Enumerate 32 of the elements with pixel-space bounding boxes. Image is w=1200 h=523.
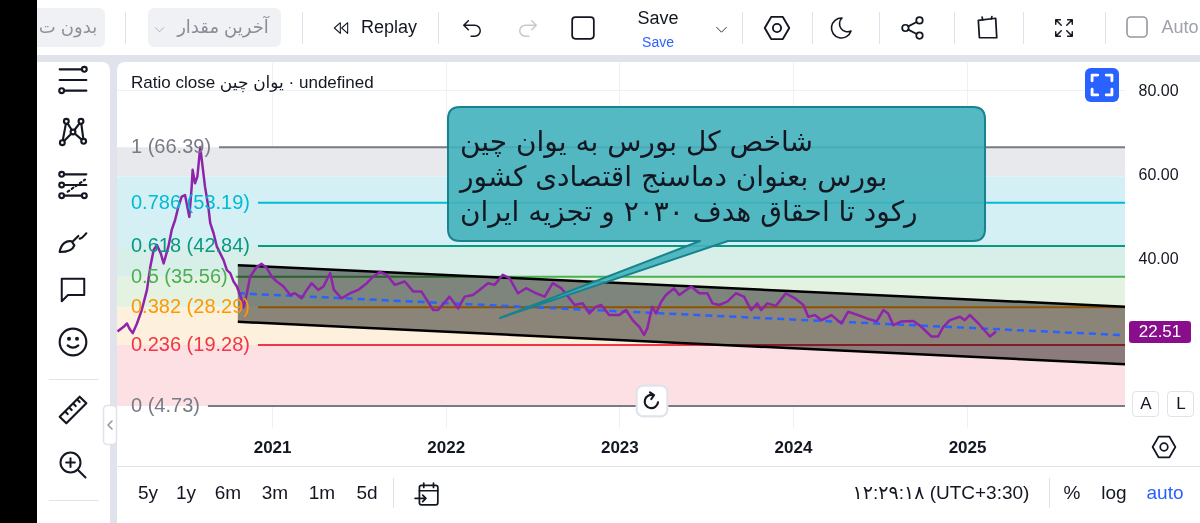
text: Save: [637, 7, 679, 29]
text: A: [1140, 394, 1152, 414]
ref-line-label: 1 (66.39): [131, 135, 212, 158]
text: L: [1176, 394, 1186, 414]
text: Replay: [360, 16, 418, 38]
text: auto: [1146, 482, 1184, 504]
y-tick-label: 80.00: [1138, 81, 1179, 99]
text: 3m: [261, 482, 289, 504]
text: 1y: [175, 482, 197, 504]
text: 22.51: [1138, 322, 1182, 342]
text: ۱۲:۲۹:۱۸ (UTC+3:30): [852, 482, 1030, 504]
text: 1m: [308, 482, 336, 504]
x-tick-label: 2022: [427, 437, 466, 457]
y-tick-label: 60.00: [1138, 165, 1179, 183]
x-tick-label: 2025: [948, 437, 987, 457]
x-tick-label: 2023: [600, 437, 639, 457]
text: log: [1101, 482, 1127, 504]
text: بدون ت: [38, 16, 98, 38]
text: 5y: [137, 482, 159, 504]
text: آخرین مقدار: [177, 16, 269, 38]
text: Save: [642, 33, 674, 51]
ref-line-label: 0 (4.73): [131, 394, 200, 417]
text: 5d: [356, 482, 378, 504]
ref-line-label: 0.236 (19.28): [131, 332, 250, 355]
annotation: شاخص کل بورس به یوان چین بورس بعنوان دماسنج اقتصادی کشور رکود تا احقاق هدف ۲۰۳۰ و تجزیه ایران: [460, 124, 919, 229]
text: Ratio close یوان چین · undefined: [131, 73, 374, 93]
y-tick-label: 40.00: [1138, 249, 1179, 267]
text: 6m: [214, 482, 242, 504]
x-tick-label: 2024: [774, 437, 813, 457]
text: Auto: [1161, 16, 1199, 38]
text: %: [1063, 482, 1081, 504]
x-tick-label: 2021: [253, 437, 292, 457]
